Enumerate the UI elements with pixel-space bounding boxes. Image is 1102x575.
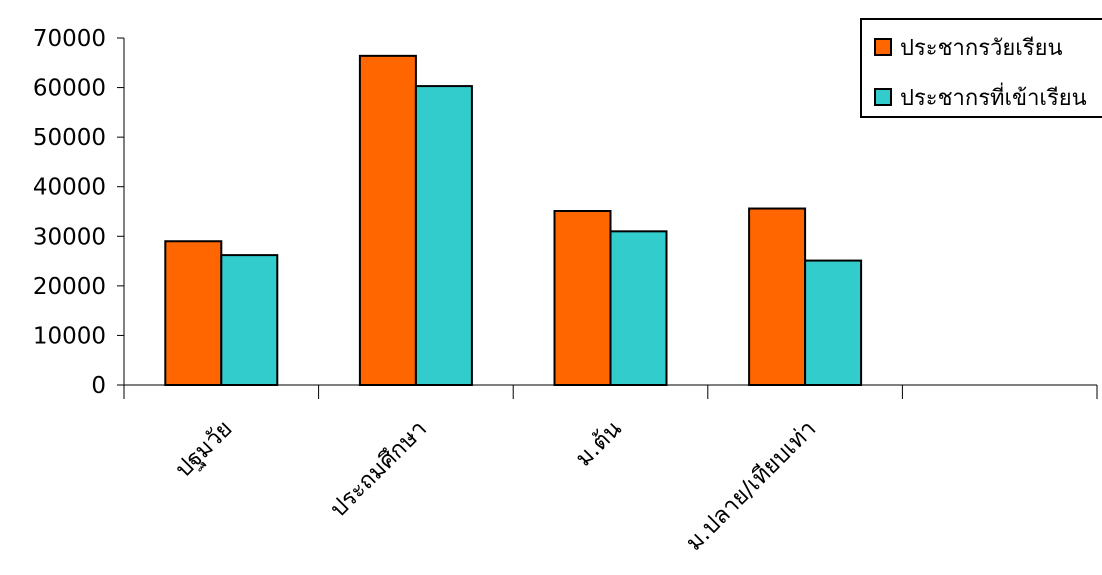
x-tick-label: ม.ต้น: [571, 416, 627, 472]
bar-enrolled: [609, 230, 668, 386]
bar-school-age: [748, 207, 807, 386]
y-tick-label: 40000: [33, 175, 106, 201]
bar-enrolled: [414, 85, 473, 386]
bar-school-age: [553, 210, 612, 386]
y-tick-label: 0: [91, 373, 106, 399]
y-tick-label: 10000: [33, 323, 106, 349]
x-axis: ปฐมวัย ประถมศึกษา ม.ต้น ม.ปลาย/เทียบเท่า: [123, 384, 1098, 556]
bars: [164, 54, 863, 387]
legend-label: ประชากรวัยเรียน: [900, 35, 1063, 61]
bar-enrolled: [804, 259, 863, 386]
y-tick-label: 20000: [33, 274, 106, 300]
bar-enrolled: [220, 254, 279, 386]
bar-school-age: [358, 54, 417, 387]
legend-swatch-teal: [874, 88, 892, 106]
legend-label: ประชากรที่เข้าเรียน: [900, 85, 1087, 111]
x-tick-label: ปฐมวัย: [170, 416, 237, 483]
bar-school-age: [164, 240, 223, 386]
y-tick-label: 50000: [33, 125, 106, 151]
y-axis: 0 10000 20000 30000 40000 50000 60000 70000: [33, 26, 125, 399]
legend-swatch-orange: [874, 38, 892, 56]
legend-item-school-age-population: ประชากรวัยเรียน: [874, 32, 1063, 62]
y-tick-label: 60000: [33, 76, 106, 102]
legend: ประชากรวัยเรียน ประชากรที่เข้าเรียน: [860, 18, 1102, 118]
x-tick-label: ประถมศึกษา: [325, 416, 432, 523]
legend-item-enrolled-population: ประชากรที่เข้าเรียน: [874, 82, 1087, 112]
y-tick-label: 70000: [33, 26, 106, 52]
x-tick-label: ม.ปลาย/เทียบเท่า: [681, 416, 821, 556]
y-tick-label: 30000: [33, 224, 106, 250]
